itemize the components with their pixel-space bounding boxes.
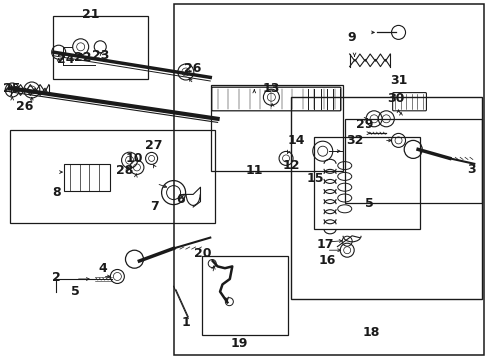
- Text: 26: 26: [184, 62, 202, 75]
- Bar: [53, 16, 148, 79]
- Text: 13: 13: [262, 82, 280, 95]
- Bar: [314, 137, 419, 229]
- Text: 2: 2: [52, 271, 61, 284]
- Text: 5: 5: [71, 285, 80, 298]
- Text: 27: 27: [145, 139, 163, 152]
- Text: 25: 25: [3, 82, 21, 95]
- Text: 17: 17: [316, 238, 333, 251]
- Text: 31: 31: [389, 75, 407, 87]
- Text: 32: 32: [345, 134, 363, 147]
- Text: 1: 1: [181, 316, 190, 329]
- Text: 12: 12: [282, 159, 299, 172]
- Text: 20: 20: [194, 247, 211, 260]
- Text: 3: 3: [467, 163, 475, 176]
- Text: 6: 6: [176, 193, 185, 206]
- Text: 14: 14: [286, 134, 304, 147]
- Text: 26: 26: [16, 100, 33, 113]
- Bar: [10, 130, 215, 223]
- Bar: [211, 85, 343, 171]
- Text: 5: 5: [364, 197, 373, 210]
- Text: 29: 29: [355, 118, 372, 131]
- Bar: [63, 164, 110, 191]
- Text: 8: 8: [52, 186, 61, 199]
- Text: 18: 18: [362, 327, 380, 339]
- Text: 16: 16: [318, 255, 336, 267]
- Text: 30: 30: [386, 93, 404, 105]
- Text: 24: 24: [57, 53, 75, 66]
- Text: 9: 9: [347, 31, 356, 44]
- Text: 19: 19: [230, 337, 248, 350]
- Text: 10: 10: [125, 152, 143, 165]
- Bar: [202, 256, 287, 335]
- Text: 7: 7: [149, 201, 158, 213]
- Text: 28: 28: [116, 165, 133, 177]
- Bar: [290, 97, 481, 299]
- Text: 23: 23: [91, 49, 109, 62]
- Text: 22: 22: [74, 51, 92, 64]
- Text: 15: 15: [306, 172, 324, 185]
- Text: 11: 11: [245, 165, 263, 177]
- Bar: [173, 4, 483, 355]
- Text: 4: 4: [98, 262, 107, 275]
- Bar: [344, 119, 481, 203]
- Text: 21: 21: [81, 8, 99, 21]
